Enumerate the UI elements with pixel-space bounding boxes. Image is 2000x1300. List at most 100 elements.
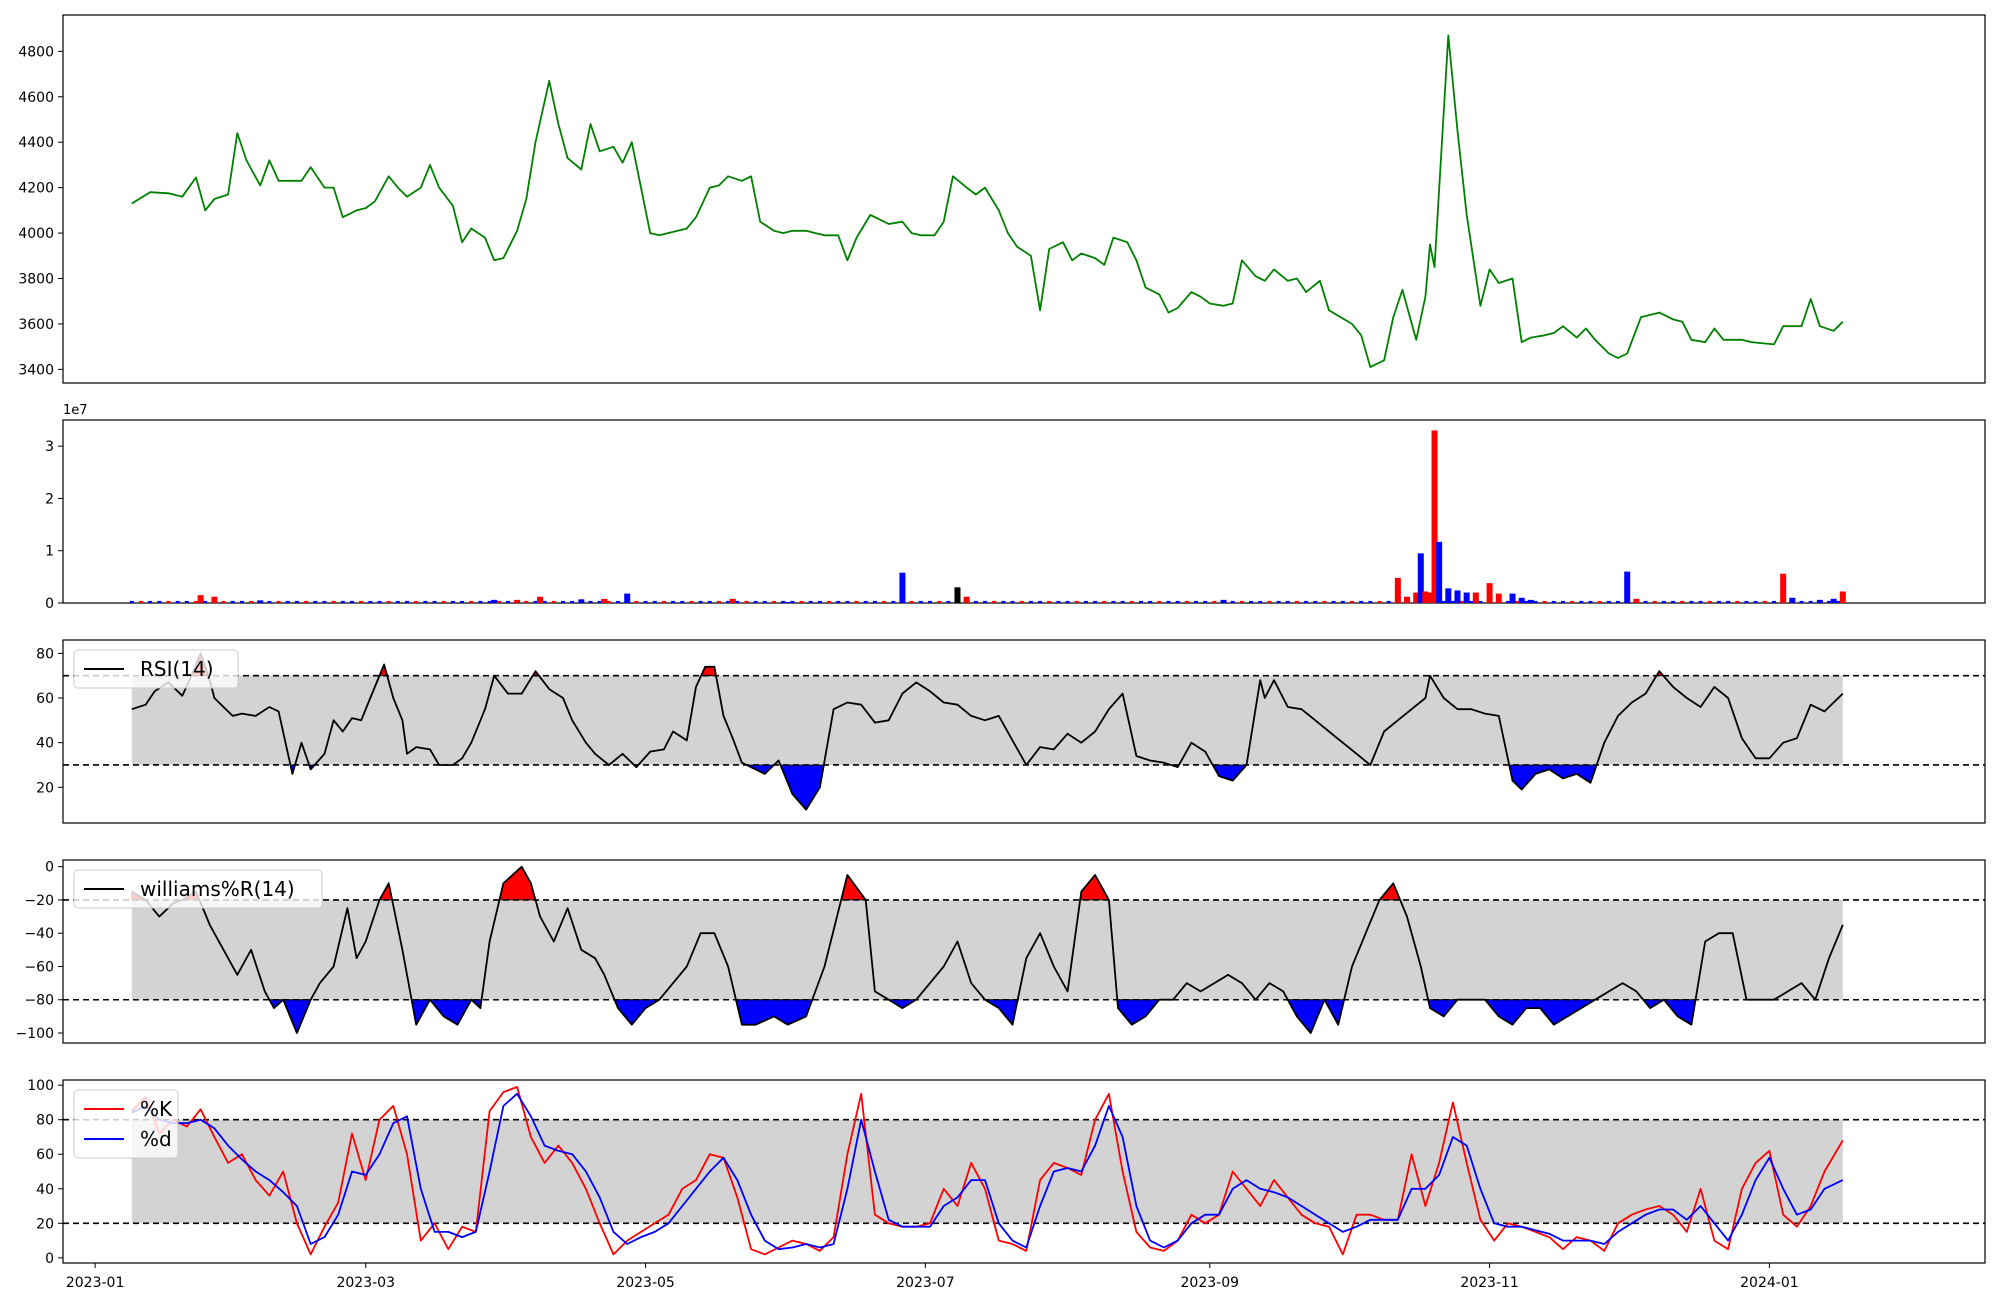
x-tick-label: 2023-11 <box>1460 1275 1519 1291</box>
volume-bar <box>432 600 437 603</box>
volume-bar <box>1359 600 1364 603</box>
volume-bar <box>460 600 465 603</box>
volume-bar <box>643 600 648 603</box>
volume-bar <box>1166 600 1171 603</box>
volume-bar <box>1836 600 1841 603</box>
volume-bar <box>1460 600 1465 603</box>
volume-bar <box>973 600 978 603</box>
stochastic-series <box>131 1086 1844 1256</box>
volume-bar <box>478 600 483 603</box>
volume-bar <box>1377 600 1382 603</box>
volume-bar <box>1509 593 1516 603</box>
volume-bar <box>1436 541 1443 603</box>
volume-bar <box>909 600 914 603</box>
x-tick-label: 2023-09 <box>1181 1275 1240 1291</box>
volume-bar <box>1716 600 1721 603</box>
volume-bar <box>1445 588 1452 603</box>
price-y-tick-label: 4600 <box>18 90 54 106</box>
volume-bar <box>735 600 740 603</box>
volume-bar <box>1726 600 1731 603</box>
volume-bar <box>1762 600 1767 603</box>
volume-bar <box>1184 600 1189 603</box>
price-frame <box>62 14 1986 384</box>
williams-y-tick-label: −40 <box>24 926 54 942</box>
volume-bar <box>698 600 703 603</box>
volume-bar <box>1431 430 1438 603</box>
volume-bar <box>983 600 988 603</box>
williams-oversold-fill <box>1484 999 1597 1026</box>
volume-bar <box>1386 600 1391 603</box>
price-y-tick-label: 4400 <box>18 135 54 151</box>
stochastic-y-tick-label: 20 <box>36 1216 54 1232</box>
volume-bar <box>211 596 218 603</box>
volume-bar <box>1495 593 1502 603</box>
williams-y-tick-label: −60 <box>24 959 54 975</box>
volume-bar <box>927 600 932 603</box>
williams-y-tick-label: −100 <box>16 1026 54 1042</box>
volume-bar <box>827 600 832 603</box>
volume-bar <box>1527 599 1534 603</box>
volume-bar <box>784 601 791 603</box>
volume-bar <box>918 600 923 603</box>
volume-bar <box>505 600 510 603</box>
volume-bar <box>836 600 841 603</box>
volume-bar <box>1624 571 1631 603</box>
volume-bar <box>1524 600 1529 603</box>
volume-bar <box>1542 600 1547 603</box>
volume-bar <box>395 600 400 603</box>
rsi-y-tick-label: 40 <box>36 736 54 752</box>
volume-bar <box>1735 600 1740 603</box>
volume-bar <box>652 600 657 603</box>
volume-bar <box>469 600 474 603</box>
volume-bar <box>138 600 143 603</box>
stochastic-y-tick-label: 40 <box>36 1182 54 1198</box>
williams-oversold-fill <box>282 999 312 1035</box>
volume-bar <box>817 600 822 603</box>
volume-bar <box>570 600 575 603</box>
volume-y-tick-label: 2 <box>45 491 54 507</box>
volume-bar <box>249 600 254 603</box>
volume-bar <box>1799 600 1804 603</box>
volume-bar <box>1441 600 1446 603</box>
volume-bar <box>1469 600 1474 603</box>
volume-bar <box>1056 600 1061 603</box>
volume-bar <box>313 600 318 603</box>
volume-bar <box>1652 600 1657 603</box>
volume-bar <box>772 600 777 603</box>
volume-bar <box>634 600 639 603</box>
volume-bar <box>203 600 208 603</box>
volume-bar <box>1111 600 1116 603</box>
volume-bar <box>1129 600 1134 603</box>
volume-bar <box>1551 600 1556 603</box>
volume-bar <box>1368 600 1373 603</box>
volume-bar <box>1463 592 1470 603</box>
volume-bar <box>285 600 290 603</box>
volume-bar <box>184 600 189 603</box>
williams-y-tick-label: −80 <box>24 993 54 1009</box>
volume-bar <box>537 596 544 603</box>
williams-legend: williams%R(14) <box>73 869 323 909</box>
volume-bar <box>1203 600 1208 603</box>
volume-bar <box>1671 600 1676 603</box>
volume-bar <box>1413 592 1420 603</box>
williams-legend-label: williams%R(14) <box>140 877 295 901</box>
rsi-oversold-fill <box>779 764 825 811</box>
stochastic-y-tick-label: 0 <box>45 1251 54 1267</box>
stochastic-y-axis: 0 20 40 60 80 100 <box>27 1078 63 1267</box>
volume-bar <box>1789 597 1796 603</box>
volume-bar <box>1220 599 1227 603</box>
x-tick-label: 2024-01 <box>1740 1275 1799 1291</box>
volume-bar <box>726 600 731 603</box>
volume-bar <box>368 600 373 603</box>
volume-bar <box>542 600 547 603</box>
volume-bar <box>1394 577 1401 603</box>
stochastic-y-tick-label: 100 <box>27 1078 54 1094</box>
price-y-tick-label: 4000 <box>18 226 54 242</box>
volume-y-tick-label: 1 <box>45 544 54 560</box>
volume-bar <box>1102 600 1107 603</box>
volume-bar <box>276 600 281 603</box>
rsi-y-tick-label: 20 <box>36 780 54 796</box>
volume-bar <box>1643 600 1648 603</box>
volume-bar <box>1417 553 1424 603</box>
